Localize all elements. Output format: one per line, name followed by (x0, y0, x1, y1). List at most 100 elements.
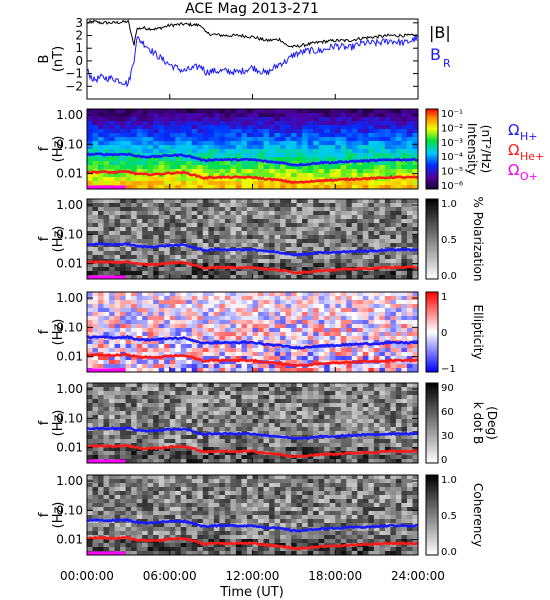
heatmap-cell (235, 423, 242, 428)
heatmap-cell (208, 459, 215, 464)
heatmap-cell (291, 219, 298, 224)
heatmap-cell (324, 292, 331, 297)
heatmap-cell (224, 332, 231, 337)
heatmap-cell (180, 439, 187, 444)
heatmap-cell (125, 292, 132, 297)
heatmap-cell (241, 177, 248, 182)
heatmap-cell (169, 415, 176, 420)
heatmap-cell (87, 423, 93, 428)
heatmap-cell (329, 145, 336, 150)
heatmap-cell (351, 439, 358, 444)
heatmap-cell (186, 423, 193, 428)
heatmap-cell (186, 407, 193, 412)
heatmap-cell (213, 125, 220, 130)
heatmap-cell (241, 324, 248, 329)
heatmap-cell (224, 125, 231, 130)
heatmap-cell (224, 312, 231, 317)
heatmap-cell (285, 387, 292, 392)
heatmap-cell (285, 312, 292, 317)
heatmap-cell (186, 247, 193, 252)
heatmap-cell (208, 117, 215, 122)
heatmap-cell (302, 121, 309, 126)
heatmap-cell (401, 308, 408, 313)
heatmap-cell (147, 185, 154, 190)
heatmap-cell (384, 387, 391, 392)
heatmap-cell (92, 491, 99, 496)
heatmap-cell (175, 145, 182, 150)
heatmap-cell (373, 364, 380, 369)
heatmap-cell (147, 455, 154, 460)
heatmap-cell (412, 181, 419, 186)
heatmap-cell (92, 215, 99, 220)
heatmap-cell (224, 177, 231, 182)
heatmap-cell (357, 275, 364, 280)
heatmap-cell (362, 203, 369, 208)
heatmap-cell (136, 403, 143, 408)
heatmap-cell (412, 443, 419, 448)
heatmap-cell (296, 292, 303, 297)
heatmap-cell (263, 125, 270, 130)
heatmap-cell (379, 125, 386, 130)
heatmap-cell (373, 169, 380, 174)
heatmap-cell (274, 109, 281, 114)
heatmap-cell (92, 292, 99, 297)
heatmap-cell (313, 391, 320, 396)
heatmap-cell (291, 447, 298, 452)
heatmap-cell (191, 219, 198, 224)
heatmap-cell (158, 395, 165, 400)
heatmap-cell (395, 181, 402, 186)
heatmap-cell (318, 399, 325, 404)
heatmap-cell (407, 153, 413, 158)
heatmap-cell (230, 364, 237, 369)
heatmap-cell (103, 157, 110, 162)
heatmap-cell (291, 300, 298, 305)
heatmap-cell (131, 403, 138, 408)
heatmap-cell (269, 263, 276, 268)
heatmap-cell (252, 169, 259, 174)
heatmap-cell (147, 145, 154, 150)
heatmap-cell (302, 259, 309, 264)
heatmap-cell (186, 332, 193, 337)
heatmap-cell (98, 300, 104, 305)
heatmap-cell (401, 419, 408, 424)
heatmap-cell (213, 271, 220, 276)
heatmap-cell (197, 199, 204, 204)
heatmap-cell (346, 231, 353, 236)
heatmap-cell (213, 423, 220, 428)
heatmap-cell (98, 267, 104, 272)
heatmap-cell (291, 292, 298, 297)
heatmap-cell (87, 316, 93, 321)
heatmap-cell (263, 348, 270, 353)
heatmap-cell (280, 271, 287, 276)
heatmap-cell (357, 443, 364, 448)
heatmap-cell (87, 263, 93, 268)
heatmap-cell (335, 336, 342, 341)
heatmap-cell (379, 387, 386, 392)
heatmap-cell (401, 263, 408, 268)
heatmap-cell (318, 145, 325, 150)
heatmap-cell (258, 300, 264, 305)
heatmap-cell (373, 415, 380, 420)
heatmap-cell (158, 149, 165, 154)
heatmap-cell (241, 368, 248, 373)
heatmap-cell (98, 109, 104, 114)
heatmap-cell (87, 223, 93, 228)
heatmap-cell (291, 235, 298, 240)
heatmap-cell (164, 304, 171, 309)
heatmap-cell (318, 223, 325, 228)
heatmap-cell (351, 181, 358, 186)
heatmap-cell (329, 431, 336, 436)
heatmap-cell (153, 383, 160, 388)
heatmap-cell (258, 255, 264, 260)
heatmap-cell (412, 199, 419, 204)
heatmap-cell (136, 419, 143, 424)
heatmap-cell (412, 275, 419, 280)
heatmap-cell (142, 141, 149, 146)
heatmap-cell (346, 348, 353, 353)
heatmap-cell (384, 223, 391, 228)
heatmap-cell (274, 348, 281, 353)
heatmap-cell (180, 215, 187, 220)
heatmap-cell (291, 391, 298, 396)
heatmap-cell (191, 133, 198, 138)
heatmap-cell (202, 275, 209, 280)
